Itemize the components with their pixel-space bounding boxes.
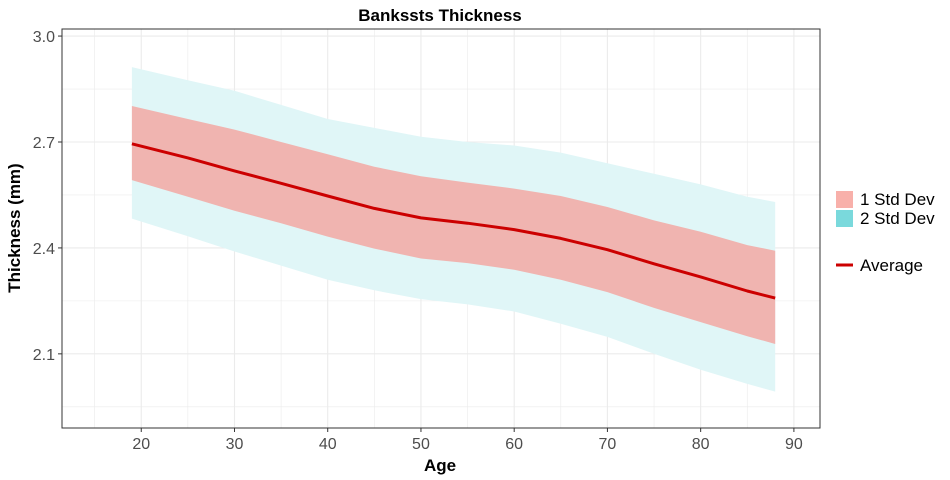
band-1-std-dev — [131, 106, 776, 344]
y-axis-title: Thickness (mm) — [5, 163, 24, 292]
legend-label-average: Average — [860, 256, 923, 275]
y-tick-label: 2.7 — [33, 135, 55, 152]
legend-swatch-2-std-dev — [836, 210, 853, 227]
legend-label-2-std-dev: 2 Std Dev — [860, 209, 935, 228]
legend-label-1-std-dev: 1 Std Dev — [860, 190, 935, 209]
y-tick-label: 2.1 — [33, 347, 55, 364]
average-line-path — [131, 142, 776, 300]
chart-title: Bankssts Thickness — [358, 6, 521, 25]
legend: 1 Std Dev 2 Std Dev Average — [836, 190, 935, 275]
x-tick-label: 30 — [226, 436, 244, 453]
x-tick-label: 40 — [319, 436, 337, 453]
x-tick-label: 50 — [412, 436, 430, 453]
x-axis-title: Age — [424, 456, 456, 475]
plot-border — [61, 28, 821, 429]
x-axis-ticks: 20 30 40 50 60 70 80 90 — [132, 428, 803, 453]
x-tick-label: 70 — [599, 436, 617, 453]
y-axis-ticks: 2.1 2.4 2.7 3.0 — [33, 29, 62, 364]
y-tick-label: 2.4 — [33, 241, 55, 258]
x-tick-label: 20 — [132, 436, 150, 453]
legend-swatch-1-std-dev — [836, 191, 853, 208]
average-line — [131, 142, 776, 300]
band-1-std-dev-area — [131, 106, 776, 344]
y-tick-label: 3.0 — [33, 29, 55, 46]
x-tick-label: 90 — [785, 436, 803, 453]
x-tick-label: 60 — [505, 436, 523, 453]
x-tick-label: 80 — [692, 436, 710, 453]
